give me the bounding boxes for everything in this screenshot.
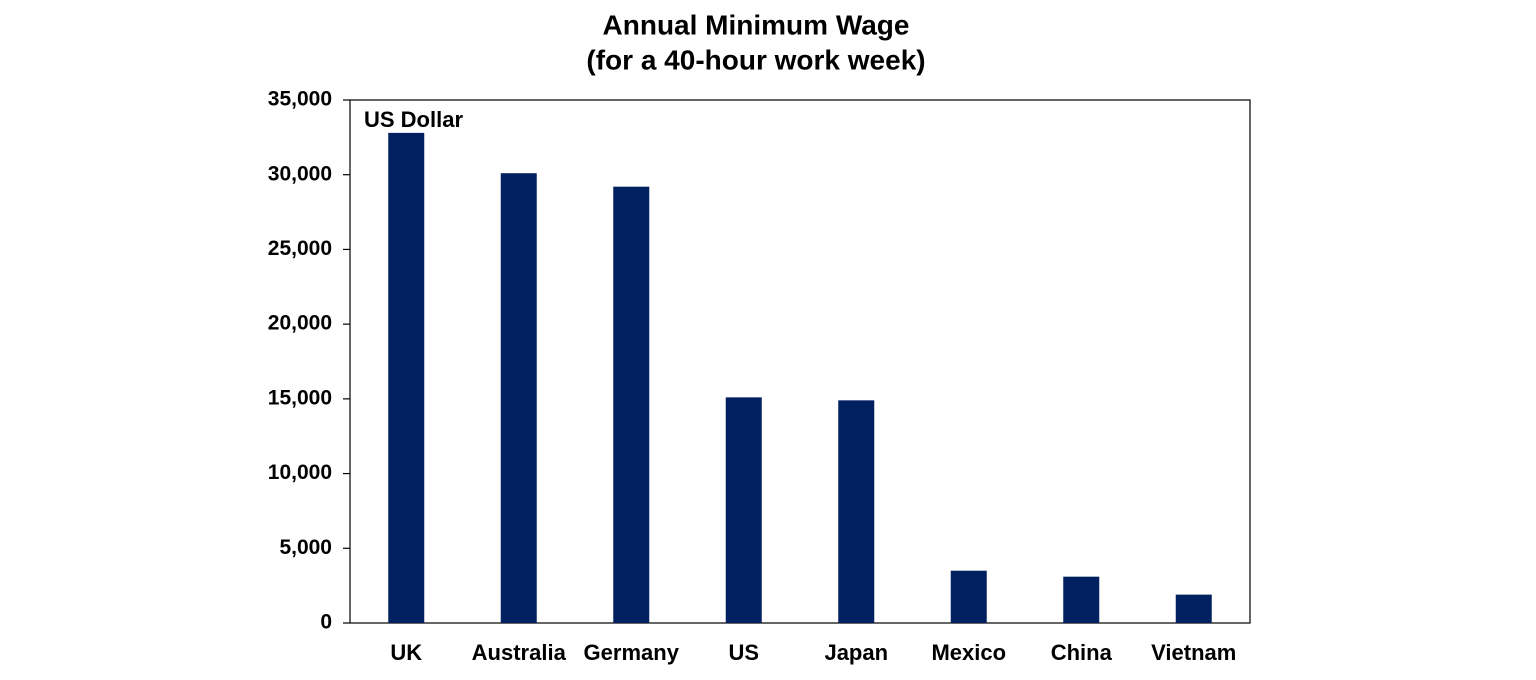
y-tick-label: 5,000 xyxy=(279,536,332,559)
y-axis-label: US Dollar xyxy=(364,107,463,132)
y-tick-label: 25,000 xyxy=(268,237,332,260)
x-tick-label: Vietnam xyxy=(1151,640,1236,665)
bar xyxy=(950,570,987,623)
x-tick-label: Australia xyxy=(472,640,567,665)
bar xyxy=(838,400,875,623)
x-tick-label: China xyxy=(1051,640,1113,665)
x-tick-label: US xyxy=(728,640,759,665)
y-tick-label: 35,000 xyxy=(268,88,332,111)
bar xyxy=(388,132,425,624)
plot-frame xyxy=(349,99,1251,624)
bar xyxy=(500,173,537,623)
y-tick-label: 20,000 xyxy=(268,312,332,335)
bar xyxy=(725,397,762,623)
chart-title: Annual Minimum Wage xyxy=(603,9,910,40)
bar xyxy=(1175,594,1212,623)
y-tick-label: 10,000 xyxy=(268,461,332,484)
chart-subtitle: (for a 40-hour work week) xyxy=(586,44,925,75)
y-tick-label: 0 xyxy=(320,611,332,634)
x-tick-label: Japan xyxy=(824,640,888,665)
x-tick-label: Mexico xyxy=(931,640,1006,665)
x-tick-label: UK xyxy=(390,640,422,665)
y-tick-label: 15,000 xyxy=(268,386,332,409)
bar xyxy=(613,186,650,623)
y-tick-label: 30,000 xyxy=(268,162,332,185)
x-tick-label: Germany xyxy=(584,640,680,665)
bar xyxy=(1063,576,1100,623)
